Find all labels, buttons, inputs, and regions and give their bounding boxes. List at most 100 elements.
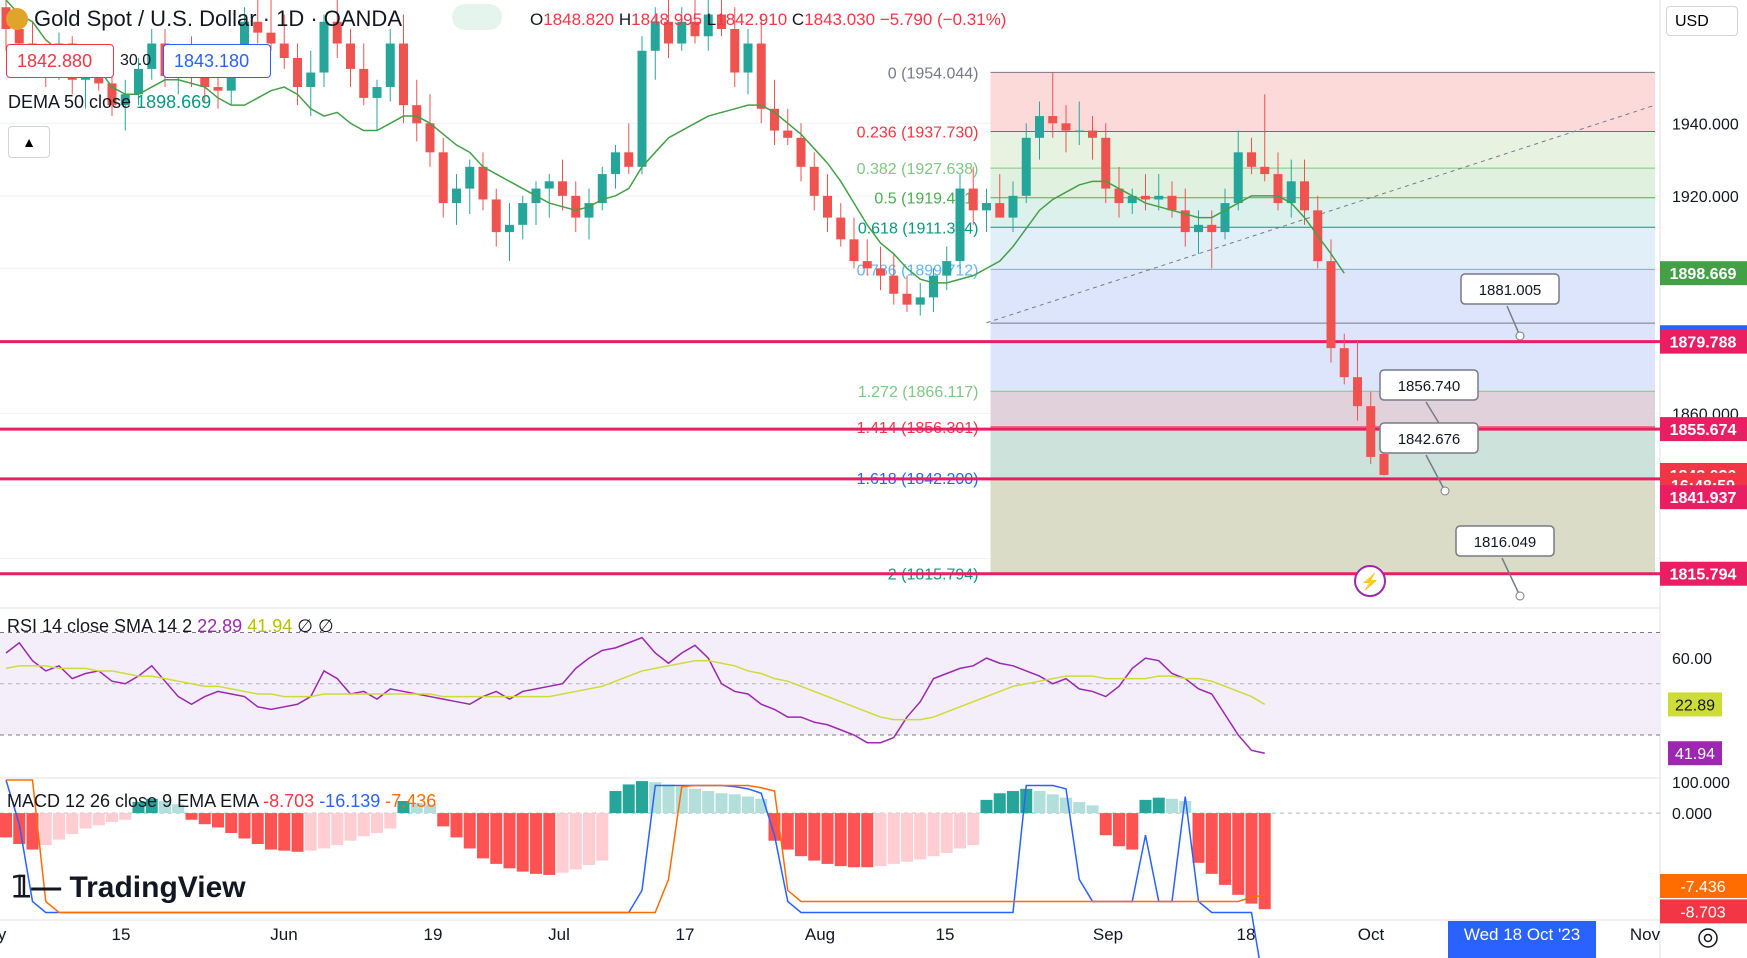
price-tag bbox=[1660, 261, 1747, 286]
callout-box bbox=[1460, 273, 1560, 305]
macd-histogram-bar bbox=[662, 784, 675, 814]
candle-body bbox=[1141, 195, 1150, 200]
macd-title: MACD 12 26 close 9 EMA EMA bbox=[7, 791, 259, 811]
low-value: 1842.910 bbox=[716, 10, 788, 29]
macd-histogram-bar bbox=[331, 813, 344, 846]
macd-value-tag-label: -8.703 bbox=[1680, 904, 1725, 921]
macd-axis-tick: 100.000 bbox=[1672, 775, 1730, 792]
fib-zone bbox=[990, 323, 1655, 392]
macd-axis-tick: 0.000 bbox=[1672, 806, 1712, 823]
close-value: 1843.030 bbox=[804, 10, 876, 29]
ohlc-readout: O1848.820 H1848.995 L1842.910 C1843.030 … bbox=[530, 10, 1006, 30]
candle-body bbox=[717, 14, 726, 30]
cursor-date-highlight bbox=[1448, 921, 1596, 958]
rsi-value-tag-label: 22.89 bbox=[1675, 697, 1715, 714]
candle-body bbox=[995, 203, 1005, 218]
candle-body bbox=[465, 166, 475, 189]
price-axis-tick: 1920.000 bbox=[1672, 189, 1739, 206]
macd-histogram-bar bbox=[384, 813, 397, 829]
macd-signal-line bbox=[6, 779, 1265, 914]
macd-histogram-bar bbox=[940, 813, 953, 853]
candle-body bbox=[611, 152, 620, 175]
candle-body bbox=[955, 188, 965, 262]
macd-histogram-bar bbox=[477, 813, 489, 859]
macd-histogram-bar bbox=[993, 793, 1006, 814]
candle-body bbox=[1114, 188, 1124, 204]
spread-value: 30.0 bbox=[120, 52, 152, 69]
symbol-title[interactable]: Gold Spot / U.S. Dollar · 1D · OANDA bbox=[6, 6, 402, 32]
candle-body bbox=[399, 43, 408, 106]
candle-body bbox=[266, 32, 276, 44]
macd-histogram-bar bbox=[132, 802, 145, 814]
open-label: O bbox=[530, 10, 544, 29]
macd-histogram-bar bbox=[1232, 813, 1245, 895]
candle-body bbox=[1194, 224, 1203, 233]
gold-logo-icon bbox=[6, 8, 28, 30]
macd-histogram-bar bbox=[795, 813, 807, 857]
macd-histogram-bar bbox=[450, 813, 463, 838]
candle-body bbox=[1154, 195, 1164, 200]
macd-histogram-bar bbox=[371, 813, 383, 833]
dema-legend[interactable]: DEMA 50 close 1898.669 bbox=[8, 92, 211, 113]
close-label: C bbox=[791, 10, 805, 29]
macd-histogram-bar bbox=[596, 813, 609, 861]
currency-selector[interactable]: USD bbox=[1666, 6, 1738, 36]
rsi-sma-line bbox=[5, 659, 1266, 721]
fib-level-label: 0 (1954.044) bbox=[888, 65, 979, 82]
candle-body bbox=[743, 43, 753, 73]
time-axis-tick: 15 bbox=[936, 925, 955, 944]
time-axis-tick: Nov bbox=[1630, 925, 1661, 944]
macd-histogram-bar bbox=[715, 793, 728, 814]
rsi-legend[interactable]: RSI 14 close SMA 14 2 22.89 41.94 ∅ ∅ bbox=[7, 616, 334, 637]
macd-legend[interactable]: MACD 12 26 close 9 EMA EMA -8.703 -16.13… bbox=[7, 791, 436, 812]
macd-histogram-bar bbox=[0, 813, 12, 838]
candle-body bbox=[823, 195, 832, 218]
candle-body bbox=[637, 50, 647, 167]
candle-body bbox=[478, 166, 488, 200]
rsi-value: 22.89 bbox=[197, 616, 243, 636]
symbol-title-text: Gold Spot / U.S. Dollar · 1D · OANDA bbox=[34, 6, 402, 31]
collapse-legend-button[interactable]: ▲ bbox=[8, 126, 50, 158]
callout-label: 1881.005 bbox=[1479, 282, 1542, 299]
macd-histogram-bar bbox=[583, 813, 595, 866]
lightning-icon-glyph: ⚡ bbox=[1360, 572, 1380, 591]
candle-body bbox=[889, 275, 899, 294]
candle-body bbox=[942, 261, 952, 276]
macd-histogram-bar bbox=[1219, 813, 1231, 885]
candle-body bbox=[1233, 152, 1243, 204]
candle-body bbox=[14, 29, 24, 44]
buy-button[interactable]: 1843.180 bbox=[163, 44, 271, 78]
sell-button[interactable]: 1842.880 bbox=[6, 44, 114, 78]
macd-histogram-bar bbox=[1073, 802, 1086, 814]
macd-histogram-bar bbox=[1007, 791, 1019, 814]
macd-histogram-bar bbox=[861, 813, 874, 868]
rsi-value-tag-label: 41.94 bbox=[1675, 746, 1715, 763]
macd-line-value: -16.139 bbox=[319, 791, 381, 811]
candle-body bbox=[1127, 195, 1137, 204]
tradingview-logo[interactable]: 𝟙— TradingView bbox=[12, 870, 246, 905]
candle-body bbox=[1366, 406, 1376, 457]
candle-body bbox=[571, 195, 581, 218]
macd-histogram-bar bbox=[39, 813, 52, 846]
macd-histogram-bar bbox=[742, 796, 754, 814]
status-flag[interactable] bbox=[452, 4, 502, 30]
fib-zone bbox=[990, 477, 1655, 574]
rsi-value-tag bbox=[1668, 741, 1722, 766]
candle-body bbox=[332, 21, 342, 44]
candle-body bbox=[1088, 130, 1097, 138]
macd-histogram-bar bbox=[198, 813, 211, 825]
price-tag-label: 1898.669 bbox=[1670, 266, 1737, 283]
callout-label: 1856.740 bbox=[1398, 378, 1461, 395]
callout-label: 1842.676 bbox=[1398, 431, 1461, 448]
dema-line bbox=[5, 0, 1345, 284]
candle-body bbox=[107, 83, 117, 106]
macd-histogram-bar bbox=[702, 791, 715, 814]
rsi-band bbox=[0, 632, 1660, 735]
price-tag bbox=[1660, 561, 1747, 586]
time-axis-tick: Aug bbox=[805, 925, 835, 944]
candle-body bbox=[558, 181, 567, 196]
macd-histogram-bar bbox=[106, 813, 118, 822]
candle-body bbox=[849, 239, 859, 262]
macd-histogram-bar bbox=[1139, 799, 1152, 814]
